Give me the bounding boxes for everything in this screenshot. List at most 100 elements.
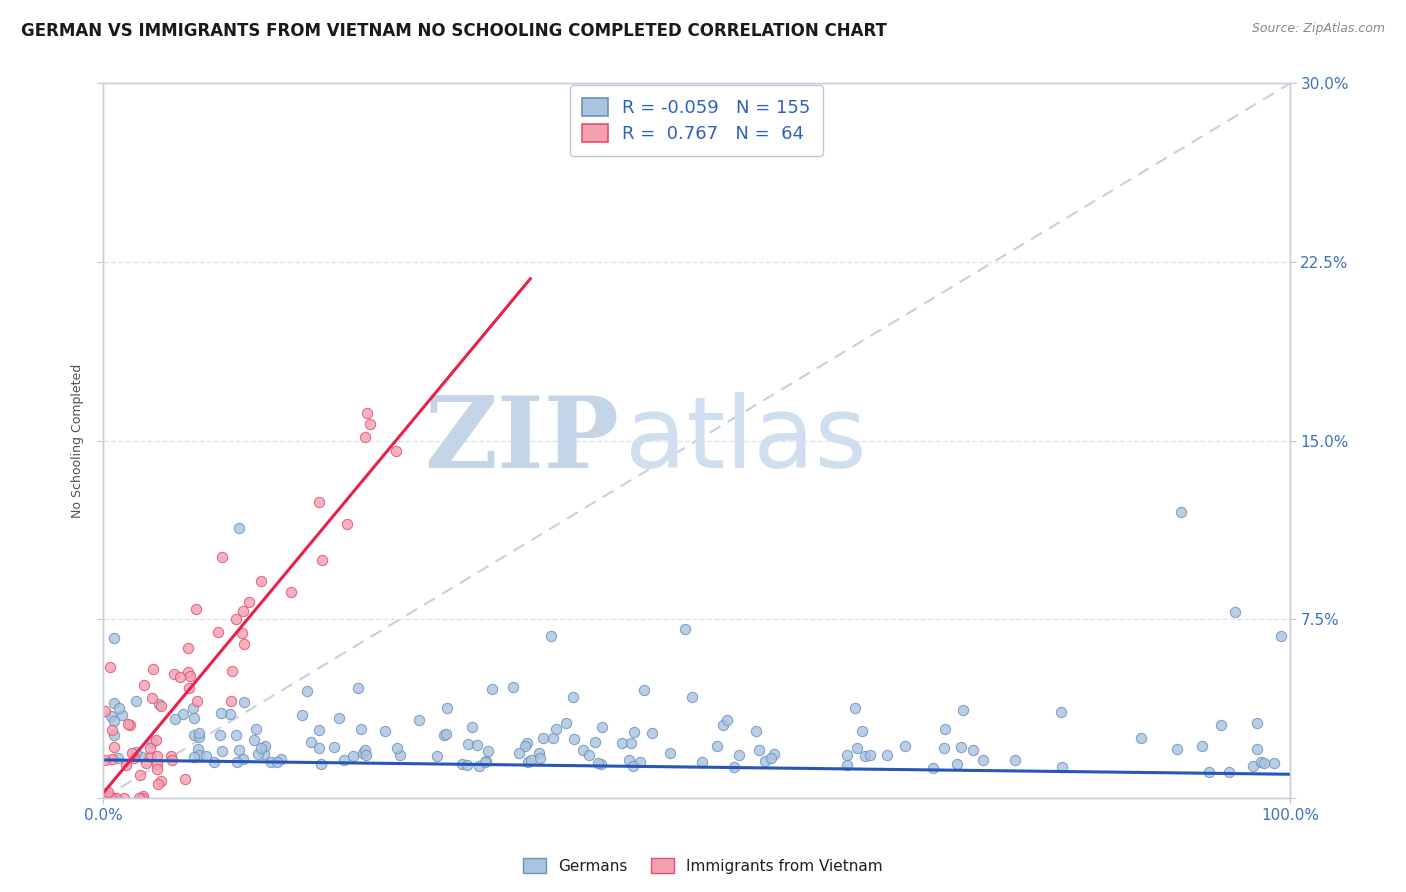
Point (163, 666, 186, 681)
Point (117, 717, 139, 731)
Point (946, 757, 969, 772)
Point (1050, 760, 1073, 774)
Point (477, 744, 499, 758)
Point (291, 708, 314, 723)
Point (254, 739, 277, 753)
Point (103, 714, 125, 728)
Point (474, 755, 496, 769)
Point (1170, 505, 1192, 519)
Point (295, 684, 318, 698)
Point (591, 720, 613, 734)
Point (141, 735, 163, 749)
Point (309, 757, 332, 772)
Point (110, 708, 132, 723)
Point (103, 791, 125, 805)
Point (1209, 718, 1232, 732)
Point (194, 749, 217, 764)
Point (209, 728, 232, 742)
Point (894, 739, 917, 753)
Point (163, 713, 186, 727)
Point (385, 443, 408, 458)
Point (219, 694, 242, 708)
Point (465, 738, 488, 752)
Point (949, 739, 972, 754)
Point (562, 690, 585, 705)
Point (761, 751, 783, 765)
Point (681, 690, 703, 705)
Point (853, 748, 876, 763)
Point (617, 753, 640, 767)
Point (333, 753, 356, 767)
Point (141, 691, 163, 706)
Point (125, 694, 148, 708)
Point (623, 759, 645, 773)
Point (128, 768, 150, 782)
Point (356, 406, 378, 420)
Point (104, 791, 127, 805)
Point (706, 739, 728, 753)
Point (540, 629, 562, 643)
Point (572, 742, 595, 756)
Point (247, 747, 270, 761)
Point (845, 741, 868, 756)
Point (844, 701, 866, 715)
Point (232, 752, 254, 766)
Point (1166, 742, 1188, 756)
Point (461, 720, 484, 734)
Point (179, 681, 201, 696)
Point (259, 755, 281, 769)
Point (374, 724, 396, 739)
Point (225, 755, 247, 769)
Point (620, 736, 643, 750)
Point (181, 701, 204, 715)
Point (160, 749, 183, 764)
Point (591, 756, 613, 771)
Point (202, 755, 225, 769)
Point (97, 785, 120, 799)
Point (103, 728, 125, 742)
Point (1218, 764, 1240, 779)
Point (531, 731, 554, 745)
Point (408, 713, 430, 727)
Point (231, 625, 253, 640)
Point (112, 791, 135, 805)
Point (160, 753, 183, 767)
Point (502, 681, 524, 695)
Point (149, 774, 172, 789)
Point (146, 777, 169, 791)
Point (238, 595, 260, 609)
Point (388, 747, 411, 762)
Point (322, 739, 344, 754)
Point (93, 704, 115, 718)
Point (187, 748, 209, 763)
Point (716, 713, 738, 727)
Point (346, 681, 368, 696)
Point (456, 757, 478, 772)
Point (921, 761, 943, 775)
Point (233, 637, 256, 651)
Point (451, 756, 474, 771)
Point (114, 758, 136, 772)
Point (183, 750, 205, 764)
Point (673, 622, 696, 636)
Point (103, 631, 125, 645)
Point (763, 747, 786, 762)
Point (187, 742, 209, 756)
Point (876, 747, 898, 762)
Point (1198, 764, 1220, 779)
Point (711, 717, 734, 731)
Point (851, 723, 873, 738)
Point (145, 733, 167, 747)
Point (1253, 756, 1275, 770)
Point (228, 521, 250, 535)
Point (219, 706, 242, 721)
Point (350, 722, 373, 736)
Point (578, 748, 600, 763)
Point (354, 430, 377, 444)
Point (641, 726, 664, 740)
Point (98, 659, 121, 673)
Point (610, 736, 633, 750)
Point (118, 718, 141, 732)
Point (623, 724, 645, 739)
Point (253, 747, 276, 761)
